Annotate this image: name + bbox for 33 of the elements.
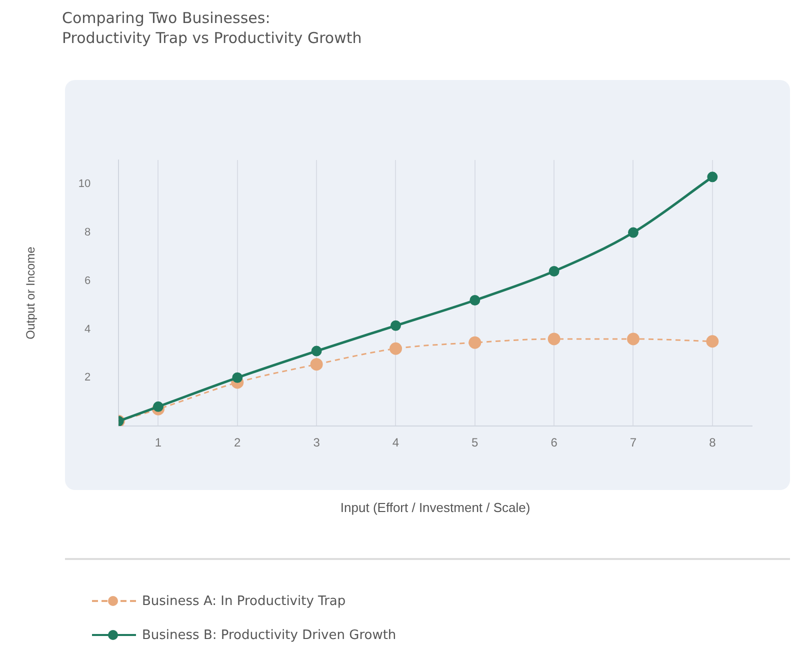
point — [390, 320, 401, 331]
point — [310, 358, 323, 371]
x-tick-label: 6 — [550, 436, 558, 450]
x-tick-label: 4 — [392, 436, 400, 450]
y-tick-label: 8 — [84, 226, 91, 239]
y-tick-label: 4 — [84, 323, 91, 336]
point — [548, 266, 560, 276]
point — [152, 401, 164, 412]
point — [626, 332, 640, 346]
x-tick-label: 8 — [709, 436, 716, 450]
x-tick-label: 7 — [630, 436, 637, 450]
point — [706, 335, 719, 348]
y-axis-title: Output or Income — [24, 246, 38, 340]
y-tick-label: 6 — [84, 274, 91, 287]
point — [548, 332, 560, 346]
y-tick-label: 2 — [84, 372, 91, 384]
legend-label: Business A: In Productivity Trap — [142, 594, 346, 608]
x-tick-label: 5 — [472, 436, 479, 450]
x-axis-title: Input (Effort / Investment / Scale) — [340, 500, 530, 515]
point — [311, 346, 322, 356]
x-tick-label: 1 — [154, 436, 162, 450]
point — [232, 372, 243, 383]
point — [389, 342, 402, 355]
x-tick-label: 3 — [313, 436, 320, 450]
legend-label: Business B: Productivity Driven Growth — [142, 628, 396, 642]
x-tick-label: 2 — [234, 436, 242, 450]
chart-subtitle: Productivity Trap vs Productivity Growth — [62, 28, 362, 48]
chart-title: Comparing Two Businesses: — [62, 8, 272, 28]
y-tick-label: 10 — [78, 178, 91, 190]
point — [628, 227, 638, 238]
point — [707, 172, 718, 182]
point — [468, 336, 482, 349]
point — [470, 295, 480, 306]
